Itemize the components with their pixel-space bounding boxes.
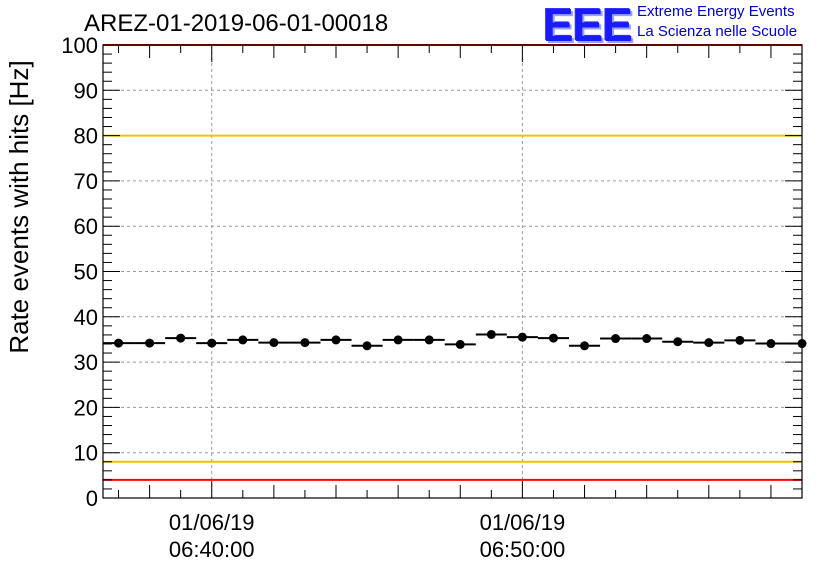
- data-point: [611, 334, 621, 344]
- data-point: [517, 332, 527, 342]
- logo-line-1: Extreme Energy Events: [637, 3, 795, 20]
- data-point: [331, 335, 341, 345]
- y-tick-label: 20: [74, 395, 98, 420]
- data-point: [393, 335, 403, 345]
- data-point: [145, 338, 155, 348]
- grid-lines: [103, 45, 802, 498]
- y-tick-label: 80: [74, 124, 98, 149]
- y-tick-label: 60: [74, 214, 98, 239]
- data-point: [114, 338, 124, 348]
- y-tick-label: 90: [74, 78, 98, 103]
- y-tick-label: 40: [74, 305, 98, 330]
- data-point: [797, 339, 807, 349]
- data-point: [548, 333, 558, 343]
- data-point: [424, 335, 434, 345]
- data-point: [238, 335, 248, 345]
- data-point: [207, 338, 217, 348]
- data-point: [455, 339, 465, 349]
- x-tick-time: 06:40:00: [169, 537, 255, 562]
- y-tick-label: 10: [74, 441, 98, 466]
- data-point: [486, 329, 496, 339]
- eee-logo-mark: EEE: [543, 0, 633, 51]
- reference-lines: [103, 44, 802, 481]
- y-tick-label: 0: [86, 486, 98, 511]
- axis-ticks: [103, 44, 803, 499]
- data-point: [269, 338, 279, 348]
- y-tick-label: 30: [74, 350, 98, 375]
- tick-labels: 010203040506070809010001/06/1906:40:0001…: [61, 33, 565, 562]
- data-point: [580, 341, 590, 351]
- x-tick-time: 06:50:00: [480, 537, 566, 562]
- chart-title: AREZ-01-2019-06-01-00018: [84, 10, 389, 37]
- data-point: [642, 334, 652, 344]
- data-point: [362, 341, 372, 351]
- data-point: [300, 338, 310, 348]
- data-point: [735, 335, 745, 345]
- data-point: [766, 339, 776, 349]
- data-series: [103, 329, 807, 351]
- y-tick-label: 70: [74, 169, 98, 194]
- x-tick-date: 01/06/19: [480, 510, 566, 535]
- data-point: [673, 337, 683, 347]
- y-tick-label: 50: [74, 260, 98, 285]
- eee-logo: EEE Extreme Energy Events La Scienza nel…: [543, 0, 833, 51]
- logo-line-2: La Scienza nelle Scuole: [637, 23, 798, 40]
- x-tick-date: 01/06/19: [169, 510, 255, 535]
- data-point: [176, 333, 186, 343]
- y-tick-label: 100: [61, 33, 98, 58]
- y-axis-label: Rate events with hits [Hz]: [4, 60, 34, 353]
- data-point: [704, 338, 714, 348]
